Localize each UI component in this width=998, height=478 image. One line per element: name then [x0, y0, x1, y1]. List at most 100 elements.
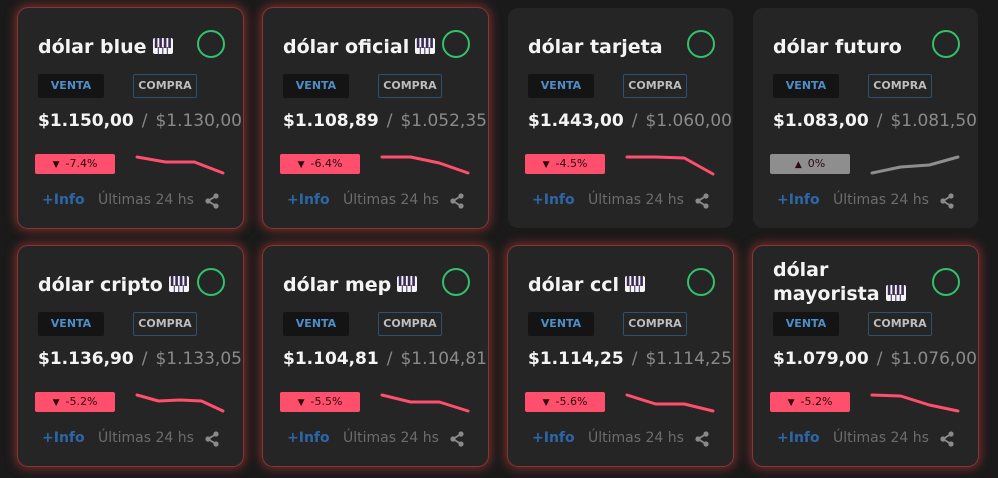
change-value: -7.4% — [65, 157, 98, 170]
price-venta: $1.443,00 — [528, 111, 624, 131]
dollar-card: dólar ccl VENTA COMPRA $1.114,25 / $1.114,25 ▼… — [508, 246, 733, 466]
share-icon[interactable] — [204, 431, 220, 447]
price-venta: $1.136,90 — [38, 349, 134, 369]
prices: $1.150,00 / $1.130,00 — [38, 111, 242, 131]
card-title: dólar cripto — [38, 272, 198, 299]
venta-button[interactable]: VENTA — [283, 312, 349, 336]
card-title: dólar futuro — [773, 34, 933, 60]
venta-button[interactable]: VENTA — [528, 312, 594, 336]
info-link[interactable]: +Info — [532, 430, 575, 446]
dollar-card: dólar futuro VENTA COMPRA $1.083,00 / $1.081,… — [753, 8, 978, 228]
compra-button[interactable]: COMPRA — [623, 312, 687, 336]
card-title-text: dólar ccl — [528, 274, 620, 296]
change-value: -5.5% — [310, 395, 343, 408]
sparkline — [624, 152, 716, 178]
price-compra: $1.130,00 — [155, 111, 242, 131]
prices: $1.114,25 / $1.114,25 — [528, 349, 732, 369]
price-venta: $1.108,89 — [283, 111, 379, 131]
status-circle-icon[interactable] — [197, 30, 225, 58]
card-title: dólar tarjeta — [528, 34, 688, 60]
compra-button[interactable]: COMPRA — [868, 312, 932, 336]
arrow-down-icon: ▼ — [787, 398, 795, 408]
price-venta: $1.079,00 — [773, 349, 869, 369]
status-circle-icon[interactable] — [442, 268, 470, 296]
prices: $1.079,00 / $1.076,00 — [773, 349, 977, 369]
price-separator: / — [876, 349, 883, 369]
dollar-card: dólar tarjeta VENTA COMPRA $1.443,00 / $1.060… — [508, 8, 733, 228]
change-badge: ▼ -5.2% — [35, 392, 115, 412]
dollar-card: dólar mayorista VENTA COMPRA $1.079,00/$1.0… — [753, 246, 978, 466]
info-link[interactable]: +Info — [287, 430, 330, 446]
change-badge: ▼ -5.2% — [770, 392, 850, 412]
venta-button[interactable]: VENTA — [773, 312, 839, 336]
arrow-down-icon: ▼ — [542, 398, 550, 408]
info-link[interactable]: +Info — [777, 430, 820, 446]
status-circle-icon[interactable] — [442, 30, 470, 58]
info-link[interactable]: +Info — [532, 192, 575, 208]
price-compra: $1.104,81 — [400, 349, 487, 369]
dollar-card: dólar cripto VENTA COMPRA $1.136,90 / $1.133,… — [18, 246, 243, 466]
arrow-down-icon: ▼ — [297, 160, 305, 170]
piano-icon — [885, 283, 906, 307]
venta-button[interactable]: VENTA — [38, 312, 104, 336]
status-circle-icon[interactable] — [687, 268, 715, 296]
compra-button[interactable]: COMPRA — [378, 74, 442, 98]
piano-icon — [625, 273, 646, 299]
share-icon[interactable] — [204, 193, 220, 209]
info-link[interactable]: +Info — [42, 192, 85, 208]
change-badge: ▼ -5.5% — [280, 392, 360, 412]
card-title: dólar oficial — [283, 34, 443, 61]
venta-button[interactable]: VENTA — [283, 74, 349, 98]
compra-button[interactable]: COMPRA — [133, 74, 197, 98]
info-link[interactable]: +Info — [777, 192, 820, 208]
prices: $1.136,90 / $1.133,05 — [38, 349, 242, 369]
price-separator: / — [631, 111, 638, 131]
status-circle-icon[interactable] — [932, 268, 960, 296]
sparkline — [134, 152, 226, 178]
price-separator: / — [141, 349, 148, 369]
compra-button[interactable]: COMPRA — [868, 74, 932, 98]
dollar-card: dólar blue VENTA COMPRA $1.150,00 / $1.130,00… — [18, 8, 243, 228]
venta-button[interactable]: VENTA — [773, 74, 839, 98]
period-label: Últimas 24 hs — [343, 192, 439, 208]
info-link[interactable]: +Info — [42, 430, 85, 446]
card-title-text: dólar cripto — [38, 274, 163, 296]
share-icon[interactable] — [939, 431, 955, 447]
compra-button[interactable]: COMPRA — [378, 312, 442, 336]
card-title: dólar mayorista — [773, 258, 913, 307]
change-badge: ▼ -4.5% — [525, 154, 605, 174]
price-separator: / — [141, 111, 148, 131]
compra-button[interactable]: COMPRA — [623, 74, 687, 98]
venta-button[interactable]: VENTA — [38, 74, 104, 98]
dollar-card: dólar oficial VENTA COMPRA $1.108,89 / $1.052… — [263, 8, 488, 228]
price-separator: / — [876, 111, 883, 131]
change-value: 0% — [807, 157, 826, 170]
period-label: Últimas 24 hs — [833, 192, 929, 208]
status-circle-icon[interactable] — [687, 30, 715, 58]
compra-button[interactable]: COMPRA — [133, 312, 197, 336]
venta-button[interactable]: VENTA — [528, 74, 594, 98]
share-icon[interactable] — [449, 193, 465, 209]
sparkline — [379, 390, 471, 416]
change-badge: ▲ 0% — [770, 154, 850, 174]
info-link[interactable]: +Info — [287, 192, 330, 208]
share-icon[interactable] — [939, 193, 955, 209]
change-badge: ▼ -7.4% — [35, 154, 115, 174]
change-value: -5.2% — [65, 395, 98, 408]
prices: $1.108,89 / $1.052,35 — [283, 111, 487, 131]
period-label: Últimas 24 hs — [343, 430, 439, 446]
piano-icon — [415, 35, 436, 61]
share-icon[interactable] — [694, 193, 710, 209]
sparkline — [869, 390, 961, 416]
share-icon[interactable] — [694, 431, 710, 447]
price-compra: $1.076,00 — [890, 349, 977, 369]
status-circle-icon[interactable] — [197, 268, 225, 296]
prices: $1.104,81 / $1.104,81 — [283, 349, 487, 369]
piano-icon — [152, 35, 173, 61]
sparkline — [624, 390, 716, 416]
price-venta: $1.150,00 — [38, 111, 134, 131]
price-compra: $1.060,00 — [645, 111, 732, 131]
share-icon[interactable] — [449, 431, 465, 447]
card-title-text: dólar mayorista — [773, 259, 880, 305]
status-circle-icon[interactable] — [932, 30, 960, 58]
